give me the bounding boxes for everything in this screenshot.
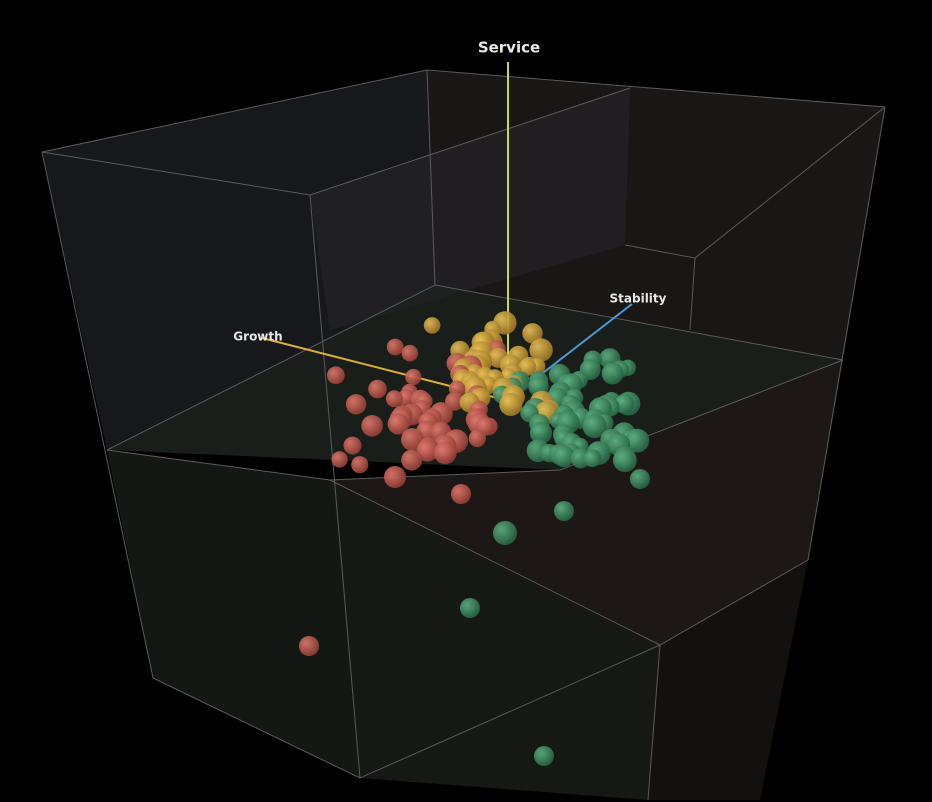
sphere	[401, 344, 419, 362]
back-wall-left	[42, 70, 435, 450]
sphere	[299, 636, 319, 656]
sphere	[387, 413, 409, 435]
axis-label: Stability	[610, 292, 667, 306]
sphere	[499, 393, 523, 416]
sphere	[423, 317, 441, 334]
sphere	[451, 484, 471, 504]
spheres	[299, 311, 650, 766]
inner-wall	[310, 88, 630, 330]
edge	[647, 644, 661, 801]
sphere	[361, 415, 383, 437]
edge	[106, 284, 844, 451]
edge	[152, 559, 809, 779]
sphere	[331, 451, 348, 468]
sphere	[385, 390, 403, 408]
sphere	[601, 362, 624, 385]
sphere	[613, 448, 637, 473]
sphere	[351, 456, 369, 474]
sphere	[553, 445, 575, 468]
edge	[426, 69, 436, 286]
sphere	[460, 598, 480, 618]
sphere	[468, 429, 486, 448]
sphere	[401, 449, 423, 471]
sphere	[405, 368, 422, 386]
sphere	[534, 746, 554, 766]
lower-wall-left	[107, 450, 360, 778]
edge	[689, 257, 696, 331]
axis-label: Service	[478, 39, 540, 57]
sphere	[386, 338, 404, 356]
sphere	[368, 379, 387, 399]
lower-wall-right	[648, 560, 808, 800]
sphere	[384, 466, 406, 488]
sphere	[582, 414, 607, 439]
axis-label: Growth	[233, 330, 282, 344]
sphere	[343, 436, 362, 455]
sphere	[554, 501, 574, 521]
sphere	[433, 441, 457, 465]
edge	[41, 151, 154, 679]
sphere	[530, 422, 552, 444]
edge	[329, 359, 844, 481]
sphere	[416, 439, 439, 462]
sphere	[327, 366, 345, 385]
sphere	[630, 469, 650, 489]
sphere	[529, 338, 553, 362]
edge	[807, 106, 886, 561]
sphere	[493, 521, 517, 545]
sphere	[345, 394, 367, 415]
sphere	[518, 358, 537, 376]
box-edges	[41, 69, 886, 801]
sphere	[522, 323, 543, 344]
sphere	[625, 428, 650, 453]
edge	[309, 194, 361, 779]
lower-wall-front	[330, 480, 660, 800]
mid-plane-right	[330, 360, 843, 645]
sphere	[583, 450, 601, 468]
